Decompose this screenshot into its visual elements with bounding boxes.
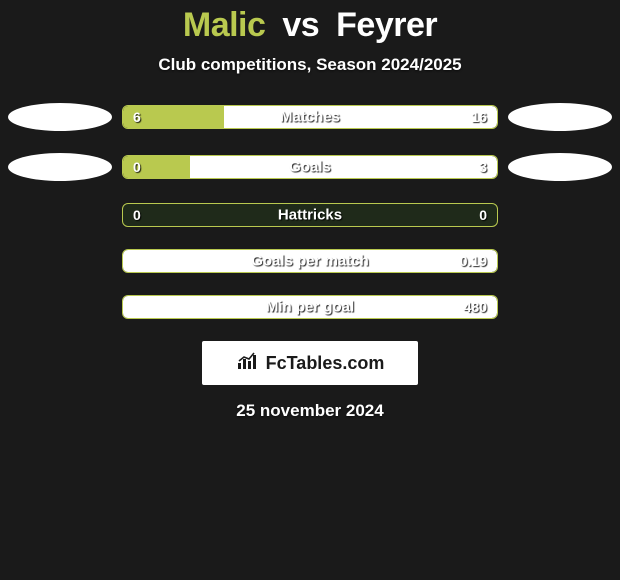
stat-bar-container: 0.19 Goals per match: [120, 249, 500, 273]
stat-label: Goals per match: [251, 253, 369, 270]
bar-fill-player2: [224, 106, 497, 128]
stats-grid: 6 16 Matches 0 3 Goals 0 0 Hattricks 0.19 Goals pe…: [0, 103, 620, 319]
stat-value-player1: 0: [133, 159, 141, 175]
stat-bar: 0 3 Goals: [122, 155, 498, 179]
stat-bar-container: 0 0 Hattricks: [120, 203, 500, 227]
source-logo: FcTables.com: [202, 341, 418, 385]
avatar-cell-left: [0, 103, 120, 131]
stat-label: Matches: [280, 109, 340, 126]
stat-label: Min per goal: [266, 299, 354, 316]
stat-bar: 0.19 Goals per match: [122, 249, 498, 273]
logo-text: FcTables.com: [266, 353, 385, 374]
page-title: Malic vs Feyrer: [183, 6, 437, 45]
player1-avatar: [8, 153, 112, 181]
player2-name: Feyrer: [336, 6, 437, 44]
comparison-widget: Malic vs Feyrer Club competitions, Seaso…: [0, 0, 620, 421]
stat-value-player2: 0.19: [460, 253, 487, 269]
bar-fill-player2: [190, 156, 497, 178]
avatar-cell-left: [0, 153, 120, 181]
avatar-cell-right: [500, 153, 620, 181]
stat-value-player1: 0: [133, 207, 141, 223]
stat-bar-container: 480 Min per goal: [120, 295, 500, 319]
stat-value-player1: 6: [133, 109, 141, 125]
stat-bar-container: 6 16 Matches: [120, 105, 500, 129]
stat-bar: 6 16 Matches: [122, 105, 498, 129]
stat-bar: 480 Min per goal: [122, 295, 498, 319]
subtitle: Club competitions, Season 2024/2025: [158, 55, 461, 75]
stat-bar: 0 0 Hattricks: [122, 203, 498, 227]
stat-value-player2: 16: [471, 109, 487, 125]
player2-avatar: [508, 153, 612, 181]
player1-name: Malic: [183, 6, 266, 44]
stat-value-player2: 3: [479, 159, 487, 175]
snapshot-date: 25 november 2024: [236, 401, 383, 421]
stat-label: Hattricks: [278, 207, 342, 224]
player2-avatar: [508, 103, 612, 131]
chart-icon: [236, 351, 262, 376]
player1-avatar: [8, 103, 112, 131]
stat-value-player2: 0: [479, 207, 487, 223]
vs-separator: vs: [282, 6, 319, 44]
stat-value-player2: 480: [464, 299, 487, 315]
stat-bar-container: 0 3 Goals: [120, 155, 500, 179]
avatar-cell-right: [500, 103, 620, 131]
stat-label: Goals: [289, 159, 331, 176]
